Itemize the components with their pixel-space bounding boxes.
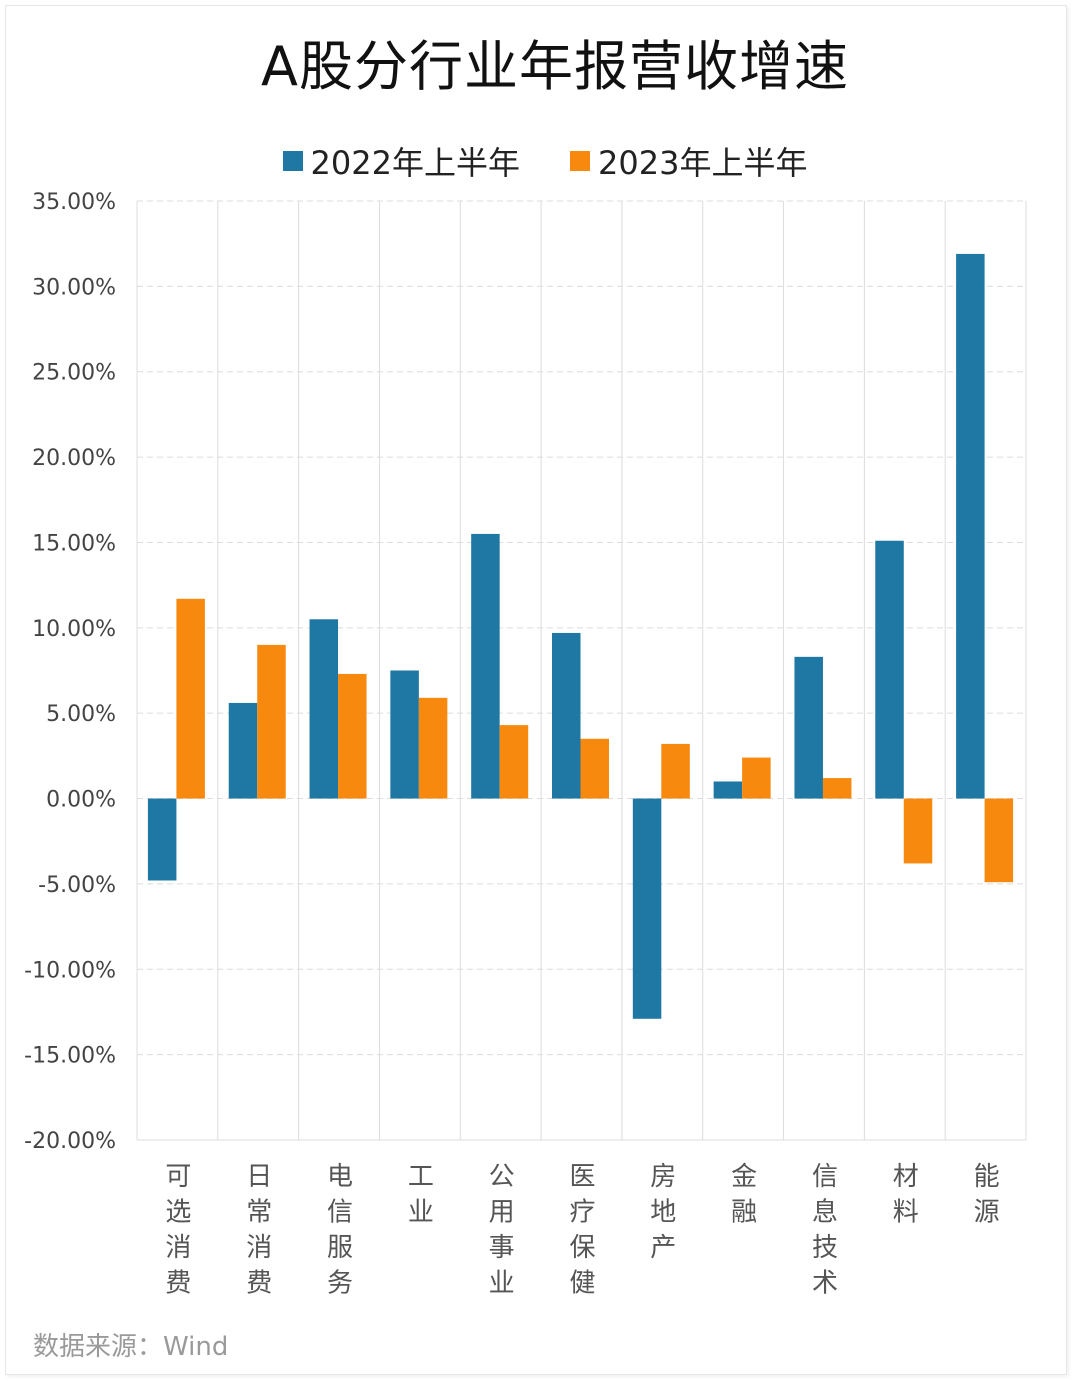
bar-2022 [552,632,581,799]
y-tick-label: 20.00% [32,446,116,471]
x-tick-label: 息 [812,1198,838,1228]
x-tick-label: 用 [489,1198,515,1228]
legend-label-2023: 2023年上半年 [598,144,808,182]
bar-2022 [309,619,339,799]
bar-2023 [661,743,690,799]
x-tick-label: 公 [489,1162,515,1192]
y-tick-label: -5.00% [38,873,116,898]
chart-title: A股分行业年报营收增速 [261,35,849,98]
legend-swatch-2023 [570,151,590,171]
x-tick-label: 工 [408,1162,434,1192]
x-tick-label: 金 [731,1162,757,1192]
x-tick-label: 源 [974,1198,1000,1228]
x-tick-label: 健 [569,1269,595,1299]
x-tick-label: 能 [974,1162,1000,1192]
y-tick-label: 10.00% [32,617,116,642]
bar-2022 [875,540,904,799]
x-tick-label: 保 [569,1233,595,1263]
y-tick-label: 25.00% [32,361,116,386]
x-tick-label: 消 [246,1233,272,1263]
x-tick-label: 术 [812,1269,838,1299]
x-tick-label: 常 [246,1198,272,1228]
bar-2023 [418,697,448,799]
x-tick-label: 医 [569,1162,595,1192]
x-tick-label: 事 [489,1233,515,1263]
y-tick-label: 30.00% [32,275,116,300]
bar-2022 [632,798,662,1019]
y-tick-label: 35.00% [32,190,116,215]
x-tick-label: 可 [165,1162,191,1192]
data-source: 数据来源：Wind [33,1332,229,1362]
bar-2023 [176,598,205,799]
x-tick-label: 疗 [569,1198,595,1228]
x-tick-label: 融 [731,1198,757,1228]
bar-2023 [822,778,852,799]
y-tick-label: 5.00% [46,702,116,727]
x-tick-label: 费 [165,1269,191,1299]
bar-2023 [257,644,286,799]
y-tick-label: 15.00% [32,531,116,556]
y-tick-label: -10.00% [24,958,116,983]
y-tick-label: -15.00% [24,1044,116,1069]
x-tick-label: 电 [327,1162,353,1192]
legend-label-2022: 2022年上半年 [310,144,520,182]
bar-2022 [956,253,985,799]
bar-2022 [390,670,419,799]
x-tick-label: 业 [489,1269,515,1299]
x-tick-label: 选 [165,1198,191,1228]
x-tick-label: 服 [327,1233,353,1263]
x-tick-label: 费 [246,1269,272,1299]
x-tick-label: 技 [812,1233,838,1263]
x-tick-label: 信 [812,1162,838,1192]
x-tick-label: 产 [650,1233,676,1263]
bar-2022 [471,533,500,799]
legend-swatch-2022 [282,151,303,171]
x-tick-label: 材 [893,1162,919,1192]
x-tick-label: 业 [408,1198,434,1228]
legend-item-2022: 2022年上半年 [282,138,520,184]
bar-2022 [147,798,177,881]
bar-2023 [742,757,771,799]
bar-2023 [499,725,529,799]
bar-2023 [580,738,609,799]
bar-2022 [228,702,258,799]
bar-2023 [903,798,933,864]
bar-2022 [794,656,823,799]
bar-2023 [338,673,367,799]
bar-2022 [713,781,743,799]
y-tick-label: 0.00% [46,788,116,813]
legend: 2022年上半年 2023年上半年 [0,138,1080,184]
x-tick-label: 务 [327,1269,353,1299]
x-tick-label: 房 [650,1162,676,1192]
x-tick-label: 地 [650,1198,676,1228]
x-tick-label: 信 [327,1198,353,1228]
x-tick-label: 消 [165,1233,191,1263]
bar-2023 [984,798,1014,883]
legend-item-2023: 2023年上半年 [570,138,807,184]
y-tick-label: -20.00% [24,1129,116,1154]
x-tick-label: 料 [893,1198,919,1228]
x-tick-label: 日 [246,1162,272,1192]
